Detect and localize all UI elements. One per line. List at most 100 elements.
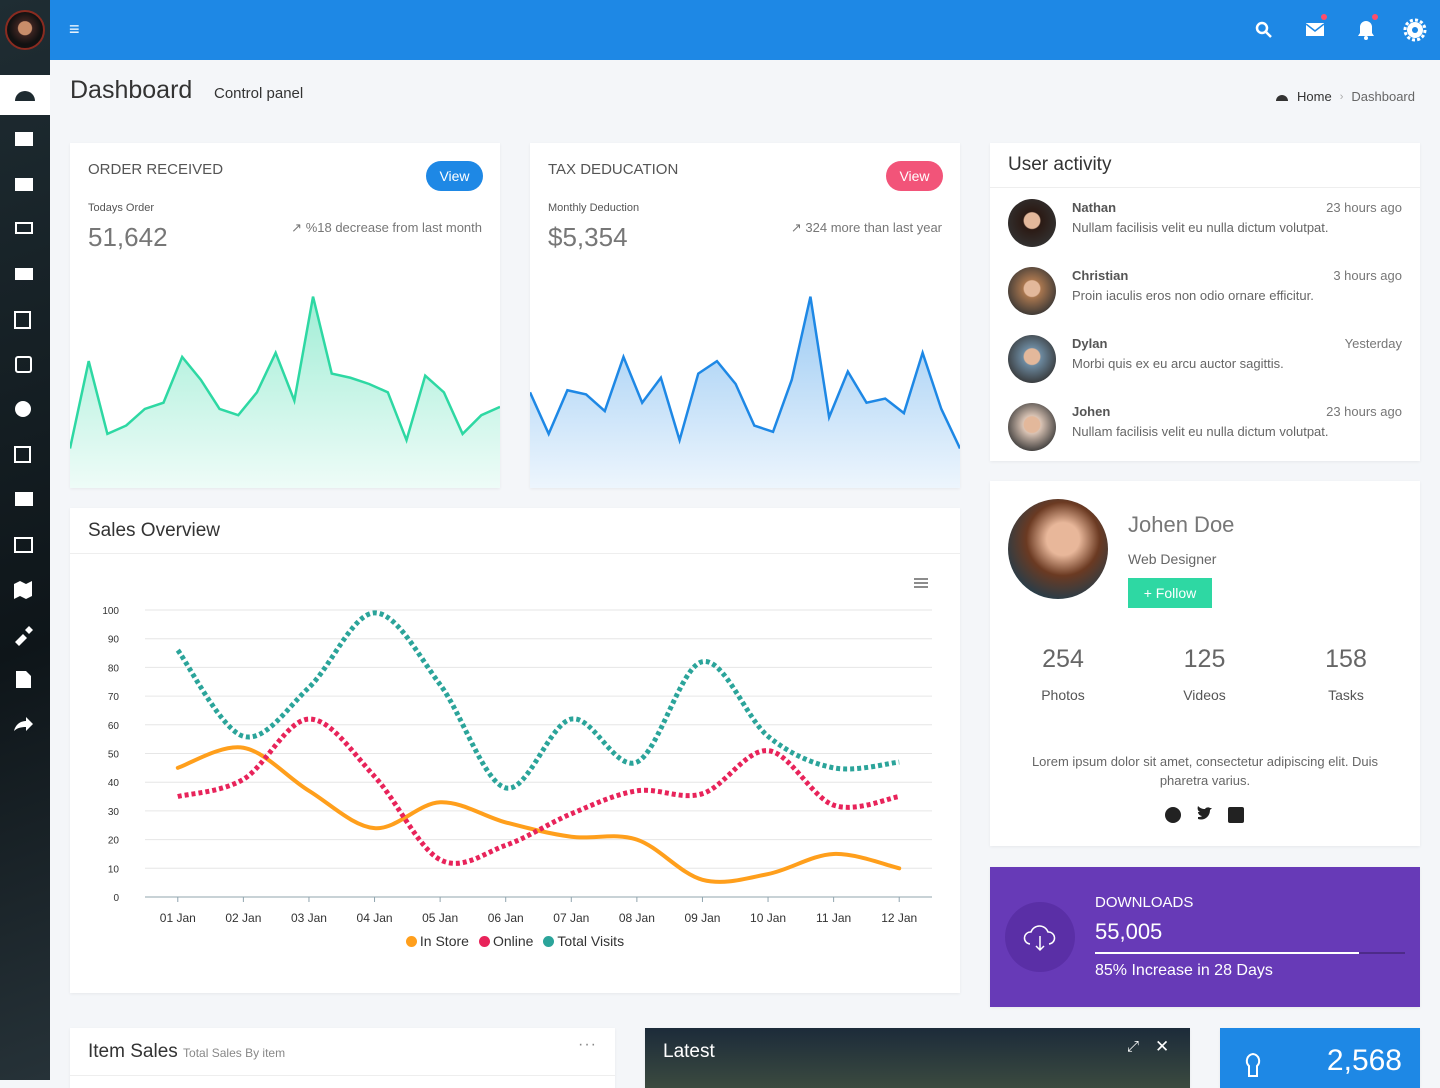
y-tick-label: 90 xyxy=(108,635,120,646)
chart-menu[interactable] xyxy=(913,577,929,589)
nav-dashboard[interactable] xyxy=(15,91,35,101)
twitter-icon[interactable] xyxy=(1197,806,1212,820)
y-tick-label: 50 xyxy=(108,750,120,761)
x-tick-label: 02 Jan xyxy=(225,911,261,925)
close-button[interactable]: ✕ xyxy=(1155,1037,1170,1056)
downloads-card: DOWNLOADS 55,005 85% Increase in 28 Days xyxy=(990,867,1420,1007)
nav-copy[interactable] xyxy=(14,311,31,329)
activity-time: 23 hours ago xyxy=(1326,404,1402,419)
expand-button[interactable]: ⤢ xyxy=(1127,1038,1140,1055)
profile-name: Johen Doe xyxy=(1128,512,1235,537)
nav-file[interactable] xyxy=(16,671,31,688)
legend-item: In Store xyxy=(405,933,469,949)
card-menu[interactable]: ··· xyxy=(578,1036,597,1053)
activity-avatar xyxy=(1008,199,1056,247)
nav-plugin[interactable] xyxy=(15,626,33,646)
menu-toggle[interactable]: ≡ xyxy=(69,19,80,39)
facebook-icon[interactable] xyxy=(1228,807,1244,823)
x-tick-label: 05 Jan xyxy=(422,911,458,925)
x-tick-label: 08 Jan xyxy=(619,911,655,925)
legend-label: Total Visits xyxy=(557,933,625,949)
activity-text: Nullam facilisis velit eu nulla dictum v… xyxy=(1072,424,1329,439)
progress-track xyxy=(1095,952,1405,954)
nav-mail[interactable] xyxy=(15,178,33,191)
stat-label: Videos xyxy=(1183,687,1226,703)
x-tick-label: 11 Jan xyxy=(816,911,851,925)
activity-avatar xyxy=(1008,335,1056,383)
order-card: ORDER RECEIVED View Todays Order 51,642 … xyxy=(70,143,500,488)
activity-card: User activity Nathan 23 hours ago Nullam f… xyxy=(990,143,1420,461)
nav-list[interactable] xyxy=(15,268,33,280)
nav-table[interactable] xyxy=(15,492,33,506)
profile-avatar xyxy=(1008,499,1108,599)
nav-apps[interactable] xyxy=(15,132,33,146)
x-tick-label: 01 Jan xyxy=(160,911,196,925)
sparkline xyxy=(70,296,500,488)
nav-square[interactable] xyxy=(15,356,32,373)
y-tick-label: 20 xyxy=(108,836,120,847)
x-tick-label: 09 Jan xyxy=(684,911,720,925)
card-title: User activity xyxy=(1008,154,1112,175)
nav-share[interactable] xyxy=(14,717,33,731)
breadcrumb-separator: › xyxy=(1339,90,1344,103)
trend-text: %18 decrease from last month xyxy=(305,220,482,235)
profile-role: Web Designer xyxy=(1128,551,1217,567)
follow-button[interactable]: + Follow xyxy=(1128,578,1212,608)
bell-icon[interactable] xyxy=(1358,14,1378,40)
card-title: ORDER RECEIVED xyxy=(88,161,224,178)
view-button[interactable]: View xyxy=(426,161,483,191)
y-tick-label: 40 xyxy=(108,778,120,789)
legend-swatch xyxy=(543,935,555,947)
top-bar: ≡ xyxy=(50,0,1440,60)
stat-trend: ↗ 324 more than last year xyxy=(790,220,942,235)
stat-value: 51,642 xyxy=(88,222,168,252)
x-tick-label: 03 Jan xyxy=(291,911,327,925)
card-header: Item Sales Total Sales By item xyxy=(88,1041,285,1063)
download-icon xyxy=(1023,925,1056,952)
breadcrumb-link[interactable]: Home xyxy=(1297,89,1332,104)
activity-name: Christian xyxy=(1072,268,1129,283)
activity-text: Proin iaculis eros non odio ornare effic… xyxy=(1072,288,1314,303)
sidebar xyxy=(0,0,50,1080)
nav-pie[interactable] xyxy=(15,401,31,417)
nav-map[interactable] xyxy=(14,581,32,599)
stat-label: Monthly Deduction xyxy=(548,202,640,214)
stat-value: 254 xyxy=(1042,645,1084,673)
activity-avatar xyxy=(1008,403,1056,451)
user-avatar[interactable] xyxy=(5,10,45,50)
x-tick-label: 10 Jan xyxy=(750,911,786,925)
header-icons xyxy=(1255,14,1427,42)
stat-value: 158 xyxy=(1325,645,1367,673)
y-tick-label: 10 xyxy=(108,864,120,875)
settings-icon[interactable] xyxy=(1403,18,1427,42)
x-tick-label: 06 Jan xyxy=(488,911,524,925)
view-button[interactable]: View xyxy=(886,161,943,191)
nav-edit[interactable] xyxy=(14,446,31,463)
y-tick-label: 60 xyxy=(108,721,120,732)
globe-icon[interactable] xyxy=(1165,807,1181,823)
y-tick-label: 80 xyxy=(108,663,120,674)
activity-time: 23 hours ago xyxy=(1326,200,1402,215)
activity-text: Nullam facilisis velit eu nulla dictum v… xyxy=(1072,220,1329,235)
counter-card: 2,568 xyxy=(1220,1028,1420,1088)
downloads-value: 55,005 xyxy=(1095,919,1163,944)
activity-name: Nathan xyxy=(1072,200,1117,215)
line xyxy=(70,296,500,449)
activity-text: Morbi quis ex eu arcu auctor sagittis. xyxy=(1072,356,1284,371)
line xyxy=(530,296,960,450)
search-icon[interactable] xyxy=(1255,21,1272,38)
nav-laptop[interactable] xyxy=(15,222,33,234)
card-title: Sales Overview xyxy=(88,520,220,541)
activity-name: Johen xyxy=(1072,404,1111,419)
y-tick-label: 70 xyxy=(108,692,120,703)
nav-inbox[interactable] xyxy=(14,537,33,553)
download-icon-bg xyxy=(1005,902,1075,972)
stat-label: Tasks xyxy=(1328,687,1364,703)
counter-icon xyxy=(1245,1052,1261,1077)
card-title: Item Sales xyxy=(88,1041,178,1062)
sales-chart: 0 10 20 30 40 50 60 70 80 90 100 01 Jan 02 Jan 03 Jan… xyxy=(102,606,932,925)
stat-value: 125 xyxy=(1183,645,1226,673)
mail-icon[interactable] xyxy=(1305,14,1327,36)
x-tick-label: 12 Jan xyxy=(881,911,917,925)
